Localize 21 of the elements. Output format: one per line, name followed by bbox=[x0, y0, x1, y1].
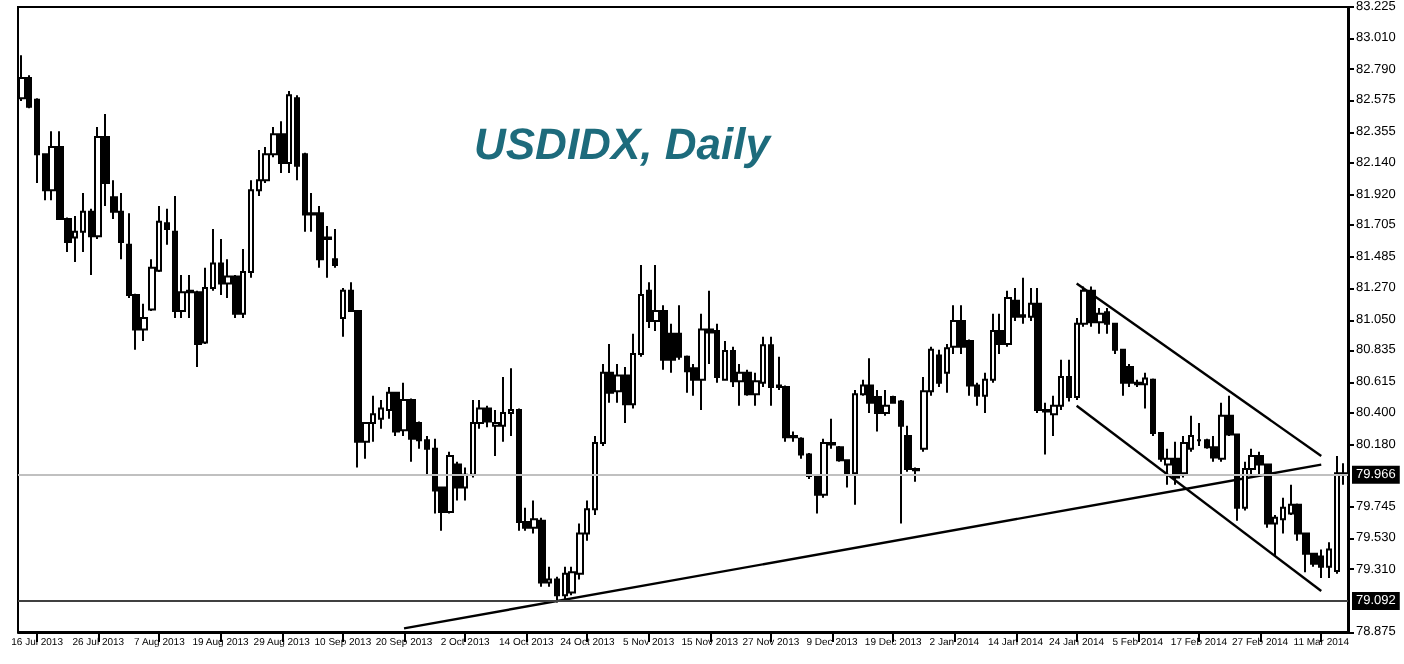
candlestick bbox=[392, 391, 400, 437]
candlestick bbox=[554, 575, 560, 604]
text: USDIDX, Daily bbox=[474, 119, 774, 169]
candlestick bbox=[898, 398, 904, 525]
candlestick bbox=[768, 335, 774, 407]
candlestick bbox=[340, 286, 346, 338]
candlestick bbox=[1334, 454, 1340, 575]
candlestick bbox=[1004, 289, 1012, 348]
candlestick bbox=[562, 565, 568, 601]
candlestick bbox=[140, 302, 148, 343]
candlestick bbox=[936, 348, 942, 389]
candlestick bbox=[462, 466, 468, 502]
candlestick bbox=[286, 90, 292, 174]
candlestick bbox=[1196, 421, 1202, 447]
candlestick bbox=[1020, 276, 1026, 325]
candlestick bbox=[1218, 401, 1226, 463]
candlestick bbox=[1318, 548, 1324, 580]
candlestick bbox=[852, 388, 858, 506]
candlestick bbox=[172, 194, 178, 320]
candlestick bbox=[470, 398, 476, 479]
candlestick bbox=[1172, 440, 1180, 486]
